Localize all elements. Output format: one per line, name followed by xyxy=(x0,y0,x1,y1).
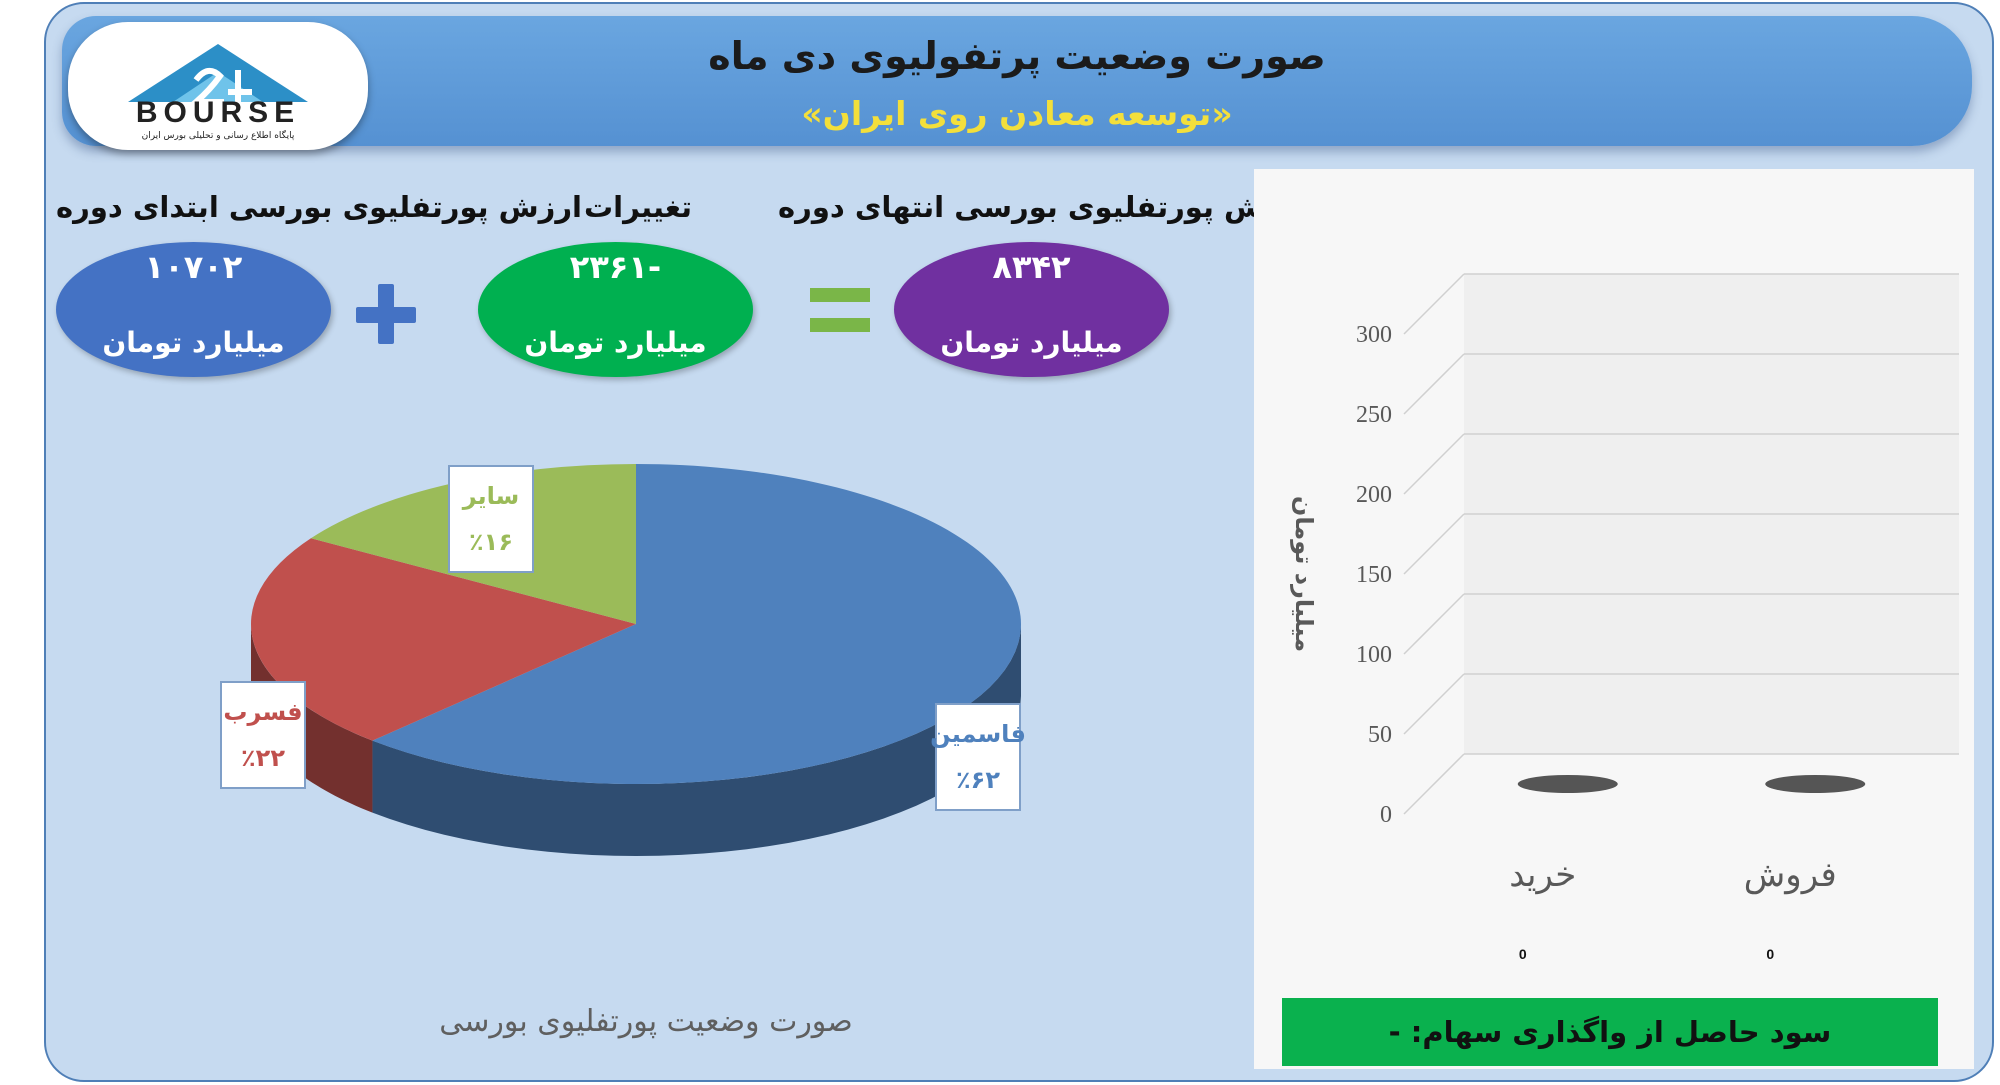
pie-label-value: ٪۶۲ xyxy=(956,766,1000,794)
pie-slice-فسرب xyxy=(251,538,637,741)
grid-diagonal xyxy=(1403,753,1465,815)
pie-chart-title: صورت وضعیت پورتفلیوی بورسی xyxy=(439,1004,853,1039)
bar-chart-panel: 0 50 100 150 200 250 300 میلیارد تومان خرید 0 فروش… xyxy=(1254,169,1974,1069)
kpi-end-unit: میلیارد تومان xyxy=(940,326,1123,359)
x-category-label: فروش xyxy=(1744,855,1837,895)
bourse-logo: BOURSE پایگاه اطلاع رسانی و تحلیلی بورس … xyxy=(68,22,368,150)
kpi-change-label: تغییرات xyxy=(584,190,693,224)
y-tick-label: 0 xyxy=(1380,802,1392,828)
portfolio-pie-chart: فاسمین ٪۶۲ فسرب ٪۲۲ سایر ٪۱۶ xyxy=(220,464,1026,856)
y-tick-label: 100 xyxy=(1356,642,1392,668)
grid-diagonal xyxy=(1403,273,1465,335)
kpi-change-value: -۲۳۶۱ xyxy=(569,248,662,286)
pie-label-name: سایر xyxy=(462,482,520,510)
pie-label-value: ٪۱۶ xyxy=(469,528,513,556)
kpi-change-oval: -۲۳۶۱ میلیارد تومان xyxy=(478,242,753,377)
header-banner: صورت وضعیت پرتفولیوی دی ماه «توسعه معادن… xyxy=(62,16,1972,146)
pie-slice-فاسمین xyxy=(372,464,1022,784)
pie-label-name: فسرب xyxy=(223,698,302,726)
pie-label-سایر: سایر ٪۱۶ xyxy=(448,465,534,573)
grid-diagonal xyxy=(1403,353,1465,415)
dashboard-frame: صورت وضعیت پرتفولیوی دی ماه «توسعه معادن… xyxy=(44,2,1994,1082)
bar-خرید xyxy=(1517,775,1618,793)
kpi-end-value: ۸۳۴۲ xyxy=(992,248,1071,286)
pie-side-فاسمین xyxy=(372,624,1022,856)
grid-diagonal xyxy=(1403,433,1465,495)
logo-caption: پایگاه اطلاع رسانی و تحلیلی بورس ایران xyxy=(142,129,295,141)
pie-label-name: فاسمین xyxy=(930,720,1026,748)
pie-label-value: ٪۲۲ xyxy=(241,744,285,772)
page-title: صورت وضعیت پرتفولیوی دی ماه xyxy=(708,34,1326,78)
y-tick-label: 300 xyxy=(1356,322,1392,348)
bar-فروش xyxy=(1765,775,1866,793)
bar-data-label: 0 xyxy=(1766,946,1774,962)
x-category-label: خرید xyxy=(1509,855,1576,895)
kpi-end-oval: ۸۳۴۲ میلیارد تومان xyxy=(894,242,1169,377)
y-tick-label: 250 xyxy=(1356,402,1392,428)
pie-side-فسرب xyxy=(251,624,373,813)
equals-icon xyxy=(810,288,870,332)
bar-data-label: 0 xyxy=(1519,946,1527,962)
pie-label-فاسمین: فاسمین ٪۶۲ xyxy=(930,703,1026,811)
bourse-logo-mark: BOURSE پایگاه اطلاع رسانی و تحلیلی بورس … xyxy=(128,44,308,141)
kpi-start-unit: میلیارد تومان xyxy=(102,326,285,359)
kpi-end-label: ارزش پورتفلیوی بورسی انتهای دوره xyxy=(778,190,1308,224)
kpi-start-oval: ۱۰۷۰۲ میلیارد تومان xyxy=(56,242,331,377)
kpi-start-label: ارزش پورتفلیوی بورسی ابتدای دوره xyxy=(56,190,582,224)
page-subtitle: «توسعه معادن روی ایران» xyxy=(801,94,1233,133)
trade-bar-chart: 0 50 100 150 200 250 300 میلیارد تومان خرید 0 فروش… xyxy=(1290,273,1959,962)
y-tick-label: 200 xyxy=(1356,482,1392,508)
y-axis-title: میلیارد تومان xyxy=(1290,496,1318,652)
kpi-change-unit: میلیارد تومان xyxy=(524,326,707,359)
y-tick-label: 150 xyxy=(1356,562,1392,588)
plus-icon xyxy=(356,284,416,344)
grid-diagonal xyxy=(1403,593,1465,655)
y-tick-label: 50 xyxy=(1368,722,1392,748)
logo-text: BOURSE xyxy=(136,96,300,129)
profit-box: سود حاصل از واگذاری سهام: - xyxy=(1282,998,1938,1066)
grid-diagonal xyxy=(1403,673,1465,735)
pie-label-فسرب: فسرب ٪۲۲ xyxy=(220,681,306,789)
grid-diagonal xyxy=(1403,513,1465,575)
kpi-start-value: ۱۰۷۰۲ xyxy=(144,248,243,286)
